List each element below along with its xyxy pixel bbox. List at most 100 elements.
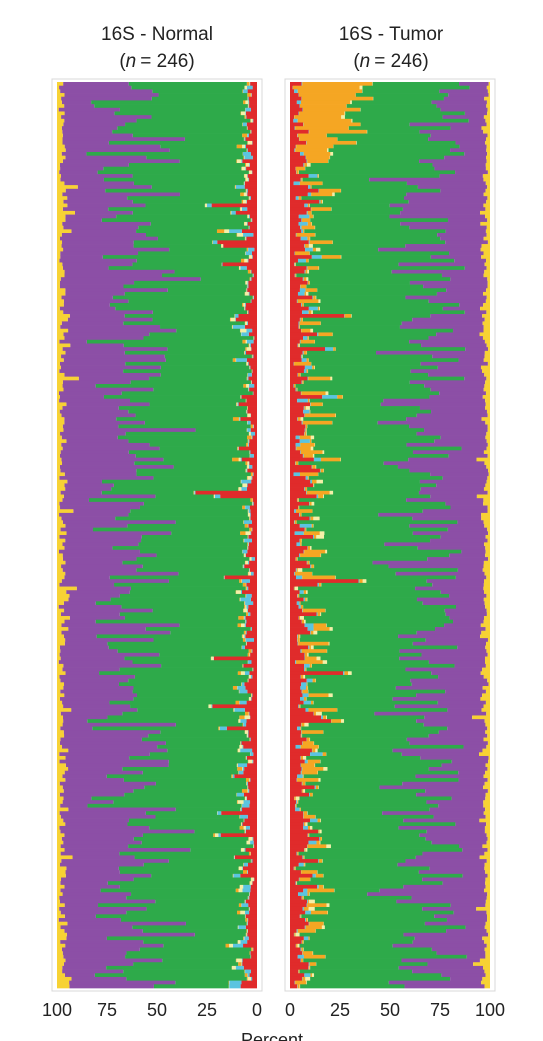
normal-bar-segment-orange — [244, 973, 248, 978]
normal-bar-segment-cyan — [246, 339, 254, 344]
tumor-bar-segment-purple — [451, 759, 489, 764]
normal-bar-segment-green — [136, 229, 217, 234]
normal-bar-segment-purple — [62, 406, 119, 411]
normal-bar-segment-red — [252, 976, 257, 981]
normal-bar-segment-purple — [60, 365, 161, 370]
tumor-bar-segment-cyan — [311, 465, 313, 470]
tumor-bar-segment-purple — [436, 483, 486, 488]
tumor-bar-segment-yellow — [483, 251, 490, 256]
tumor-bar-segment-red — [290, 877, 299, 882]
normal-bar-segment-green — [167, 347, 246, 352]
normal-bar-segment-green — [107, 641, 246, 646]
normal-bar-segment-lightyellow — [245, 291, 249, 296]
tumor-bar-segment-purple — [423, 722, 486, 727]
normal-bar-segment-orange — [241, 789, 248, 794]
tumor-bar-segment-yellow — [483, 560, 490, 565]
normal-bar-segment-yellow — [57, 748, 69, 753]
normal-bar-segment-purple — [65, 755, 130, 761]
normal-bar-segment-purple — [64, 93, 159, 98]
normal-bar-segment-red — [243, 744, 257, 749]
tumor-bar-segment-cyan — [309, 501, 310, 506]
normal-bar-segment-cyan — [241, 822, 243, 827]
normal-bar-segment-yellow — [57, 733, 65, 738]
tumor-bar-segment-yellow — [484, 590, 490, 595]
tumor-bar-segment-cyan — [297, 258, 307, 263]
tumor-bar-segment-yellow — [485, 214, 490, 219]
normal-bar-segment-cyan — [247, 918, 249, 923]
tumor-bar-segment-purple — [455, 822, 487, 827]
tumor-bar-segment-lightyellow — [329, 627, 333, 632]
tumor-bar-segment-purple — [439, 174, 483, 179]
tumor-bar-segment-yellow — [486, 575, 490, 580]
normal-bar-segment-purple — [64, 181, 134, 186]
tumor-bar-segment-lightyellow — [310, 435, 315, 440]
tumor-bar-segment-green — [298, 851, 423, 856]
normal-bar-segment-purple — [71, 976, 127, 981]
tumor-bar-segment-red — [290, 704, 299, 709]
tumor-bar-segment-green — [328, 148, 451, 153]
normal-bar-segment-green — [132, 925, 238, 930]
tumor-bar-segment-purple — [430, 494, 477, 499]
tumor-bar-segment-yellow — [484, 372, 490, 377]
normal-bar-segment-purple — [62, 137, 185, 142]
tumor-bar-segment-orange — [309, 663, 312, 668]
normal-bar-segment-lightyellow — [243, 608, 248, 613]
normal-bar-segment-cyan — [245, 236, 247, 241]
tumor-bar-segment-yellow — [480, 247, 490, 252]
tumor-bar-segment-purple — [378, 512, 482, 517]
tumor-bar-segment-green — [318, 744, 464, 749]
tumor-bar-segment-orange — [294, 520, 297, 525]
normal-bar-segment-orange — [241, 634, 243, 639]
tumor-bar-segment-purple — [430, 133, 488, 138]
normal-bar-segment-cyan — [245, 638, 254, 643]
normal-bar-segment-lightyellow — [246, 384, 249, 389]
tumor-bar-segment-orange — [305, 424, 308, 429]
normal-bar-segment-purple — [67, 921, 186, 926]
tumor-bar-segment-orange — [316, 840, 320, 845]
normal-bar-segment-purple — [65, 148, 170, 153]
tumor-bar-segment-cyan — [295, 435, 300, 440]
tumor-bar-segment-green — [366, 579, 427, 584]
tumor-bar-segment-orange — [307, 903, 327, 908]
normal-bar-segment-red — [242, 866, 257, 871]
tumor-bar-segment-yellow — [485, 535, 490, 540]
x-axis-label: Percent — [241, 1030, 303, 1041]
normal-bar-segment-red — [247, 929, 257, 934]
tumor-bar-segment-purple — [372, 560, 484, 565]
normal-bar-segment-yellow — [57, 984, 70, 989]
tumor-bar-segment-orange — [300, 914, 301, 919]
normal-bar-segment-yellow — [57, 380, 63, 385]
tumor-bar-segment-yellow — [483, 619, 490, 624]
tumor-bar-segment-red — [290, 133, 298, 138]
tumor-bar-segment-red — [290, 115, 295, 120]
tumor-bar-segment-cyan — [294, 126, 296, 131]
tumor-bar-segment-green — [307, 487, 421, 492]
normal-bar-segment-yellow — [57, 391, 59, 396]
tumor-bar-segment-purple — [398, 262, 485, 267]
normal-bar-segment-red — [246, 199, 257, 204]
tumor-bar-segment-orange — [300, 442, 315, 447]
normal-bar-segment-purple — [58, 391, 122, 396]
tumor-bar-segment-red — [290, 962, 309, 967]
normal-bar-segment-red — [245, 144, 257, 149]
tumor-bar-segment-purple — [375, 350, 485, 355]
tumor-bar-segment-orange — [313, 483, 314, 488]
normal-bar-segment-cyan — [251, 859, 253, 864]
tumor-bar-segment-green — [346, 104, 437, 109]
tumor-bar-segment-purple — [450, 976, 483, 981]
normal-bar-segment-green — [179, 192, 241, 197]
tumor-bar-segment-green — [325, 608, 445, 613]
tumor-bar-segment-lightyellow — [315, 748, 318, 753]
tumor-bar-segment-green — [296, 520, 458, 525]
tumor-bar-segment-cyan — [297, 634, 298, 639]
tumor-bar-segment-lightyellow — [307, 163, 311, 168]
tumor-bar-segment-purple — [422, 601, 485, 606]
normal-bar-segment-yellow — [57, 431, 61, 436]
normal-bar-segment-purple — [62, 969, 124, 974]
tumor-bar-segment-yellow — [487, 453, 490, 459]
tumor-panel-title: 16S - Tumor — [339, 24, 444, 45]
normal-bar-segment-green — [167, 288, 246, 293]
normal-bar-segment-cyan — [241, 332, 249, 337]
tumor-bar-segment-red — [290, 409, 304, 414]
normal-bar-segment-purple — [61, 126, 118, 131]
